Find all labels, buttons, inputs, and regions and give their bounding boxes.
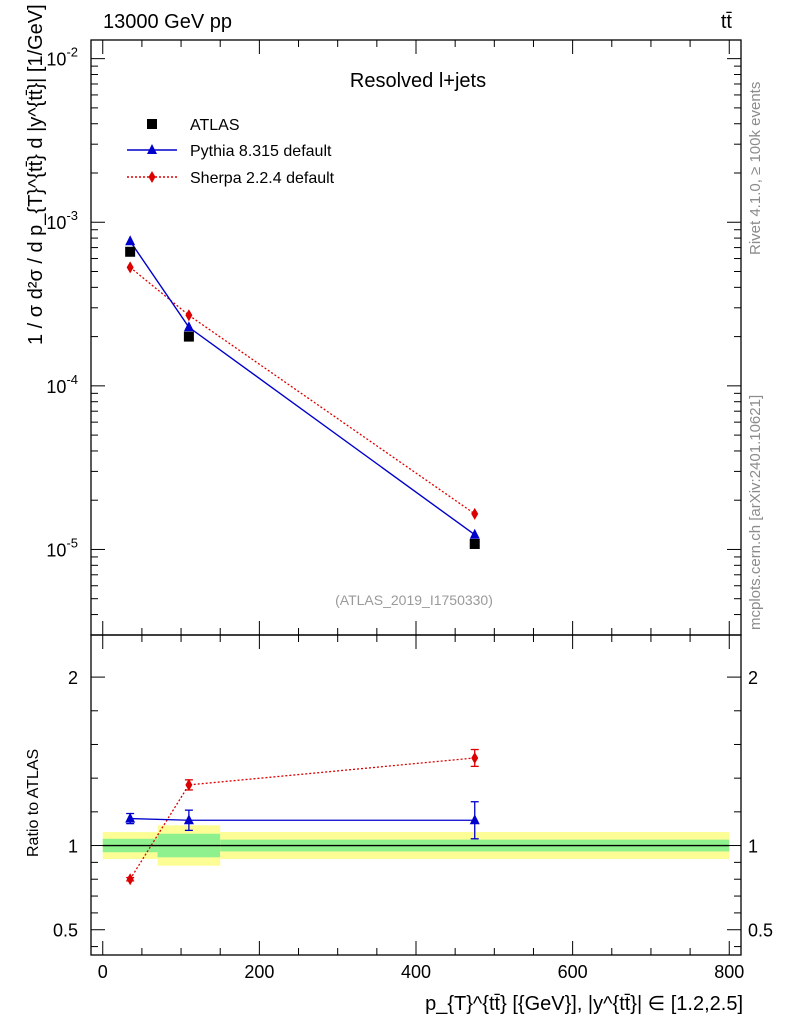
data-point-diamond	[185, 309, 193, 322]
y-tick-label: 10-5	[46, 535, 78, 560]
legend: ATLAS Pythia 8.315 default Sherpa 2.2.4 de…	[127, 117, 335, 187]
ratio-y-tick-label: 2	[68, 668, 78, 688]
data-point-diamond	[126, 261, 134, 274]
legend-marker-triangle	[147, 144, 157, 154]
x-tick-label: 0	[98, 962, 108, 982]
ratio-point-diamond	[471, 751, 479, 764]
ratio-y-tick-label-right: 0.5	[748, 921, 773, 941]
rivet-version-label: Rivet 4.1.0, ≥ 100k events	[747, 82, 764, 255]
x-tick-label: 600	[558, 962, 588, 982]
ratio-point-triangle	[183, 814, 194, 825]
x-tick-label: 400	[401, 962, 431, 982]
analysis-watermark: (ATLAS_2019_I1750330)	[335, 592, 493, 608]
data-point-triangle	[125, 235, 136, 246]
ratio-point-triangle	[469, 814, 480, 825]
mcplots-label: mcplots.cern.ch [arXiv:2401.10621]	[747, 395, 764, 630]
chart-title: Resolved l+jets	[350, 70, 486, 92]
ratio-y-axis-label: Ratio to ATLAS	[25, 749, 42, 857]
data-point-square	[125, 246, 136, 257]
ratio-line-diamond	[129, 757, 475, 880]
legend-marker-square	[147, 119, 157, 129]
ratio-plot-frame	[90, 634, 742, 956]
energy-label: 13000 GeV pp	[103, 11, 232, 33]
y-tick-label: 10-2	[46, 45, 78, 70]
legend-label: Sherpa 2.2.4 default	[190, 170, 335, 187]
data-point-diamond	[471, 507, 479, 520]
ratio-point-diamond	[185, 778, 193, 791]
main-y-axis-label: 1 / σ d²σ / d p_{T}^{tt̄} d |y^{tt̄}| [1…	[25, 4, 47, 345]
ratio-y-tick-label-right: 2	[748, 668, 758, 688]
x-tick-label: 200	[244, 962, 274, 982]
series-line-triangle	[129, 240, 476, 536]
data-point-square	[183, 331, 194, 342]
ratio-y-tick-label: 1	[68, 837, 78, 857]
x-axis-label: p_{T}^{tt̄} [{GeV}], |y^{tt̄}| ∈ [1.2,2.…	[425, 993, 743, 1015]
legend-label: ATLAS	[190, 117, 240, 134]
ratio-y-tick-label: 0.5	[53, 921, 78, 941]
legend-label: Pythia 8.315 default	[190, 143, 332, 160]
legend-marker-diamond	[148, 171, 156, 183]
ratio-y-tick-label-right: 1	[748, 837, 758, 857]
y-tick-label: 10-4	[46, 372, 78, 397]
y-tick-label: 10-3	[46, 208, 78, 233]
ratio-panel: Ratio to ATLAS 0.5 0.51 12 2 0 200 400 600 800 …	[25, 634, 773, 1015]
ratio-line-triangle	[130, 817, 475, 821]
process-label: tt̄	[721, 11, 733, 33]
ratio-point-diamond	[126, 873, 134, 886]
data-point-triangle	[469, 528, 480, 539]
data-point-square	[469, 538, 480, 549]
main-panel: Resolved l+jets (ATLAS_2019_I1750330) 1 …	[25, 4, 742, 636]
series-line-diamond	[129, 266, 476, 515]
x-tick-label: 800	[714, 962, 744, 982]
ratio-point-triangle	[125, 812, 136, 823]
data-point-triangle	[183, 321, 194, 332]
